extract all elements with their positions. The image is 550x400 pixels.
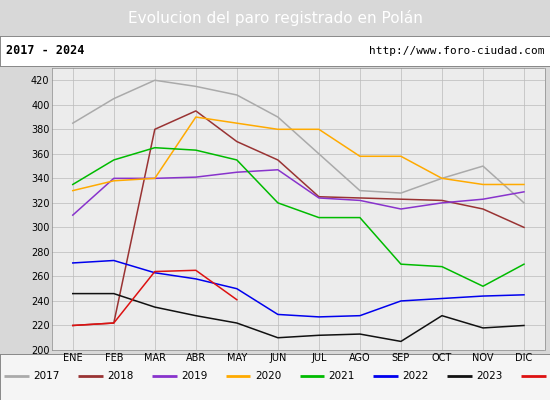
Text: http://www.foro-ciudad.com: http://www.foro-ciudad.com [369,46,544,56]
Text: 2020: 2020 [255,371,281,381]
Text: 2021: 2021 [329,371,355,381]
Text: 2019: 2019 [181,371,207,381]
Text: 2017 - 2024: 2017 - 2024 [6,44,84,58]
Text: 2023: 2023 [476,371,503,381]
Text: Evolucion del paro registrado en Polán: Evolucion del paro registrado en Polán [128,10,422,26]
Text: 2018: 2018 [107,371,134,381]
Text: 2017: 2017 [33,371,59,381]
Text: 2022: 2022 [403,371,429,381]
